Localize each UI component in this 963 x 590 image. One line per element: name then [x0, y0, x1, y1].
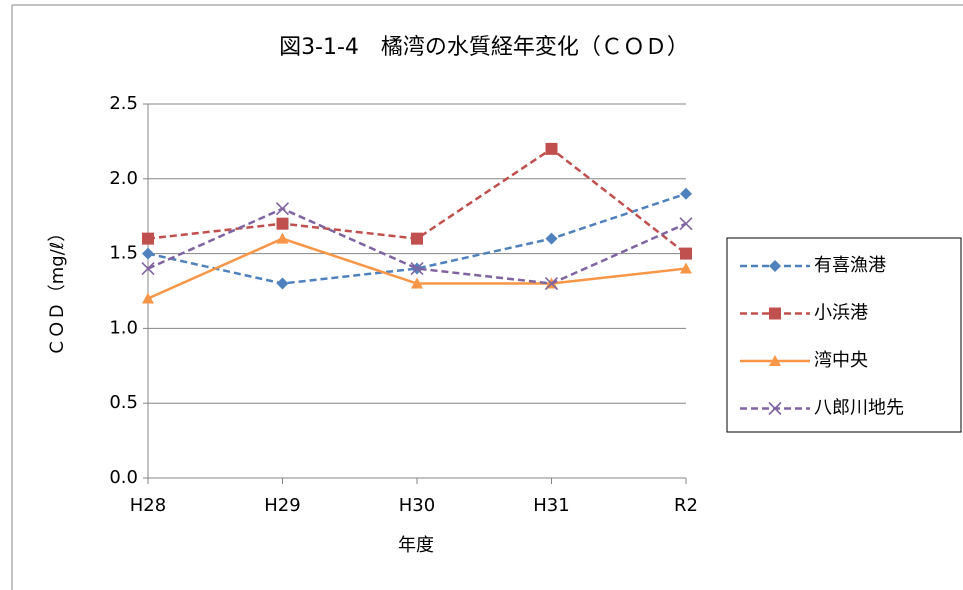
y-tick-label: 0.5 [109, 392, 138, 413]
x-tick-label: H30 [399, 495, 435, 516]
data-point [679, 217, 693, 231]
data-point [411, 277, 423, 289]
data-point [680, 247, 692, 260]
legend-marker [769, 307, 781, 320]
data-point [142, 232, 154, 245]
data-point [141, 261, 155, 276]
legend-marker [769, 260, 781, 272]
data-point [544, 276, 559, 291]
data-point [410, 261, 424, 276]
x-axis-label: 年度 [398, 535, 434, 556]
y-tick-label: 2.5 [109, 93, 138, 114]
legend [726, 237, 962, 433]
legend-label: 湾中央 [814, 350, 868, 371]
data-point [275, 202, 290, 216]
y-tick-label: 0.0 [109, 467, 138, 488]
legend-label: 小浜港 [814, 303, 868, 324]
data-point [680, 187, 692, 200]
series-line [147, 207, 687, 285]
data-point [276, 277, 289, 290]
y-tick-label: 1.0 [109, 317, 138, 338]
data-point [142, 247, 154, 260]
y-axis-label: ＣＯＤ（mg/ℓ） [47, 224, 68, 356]
legend-label: 有喜漁港 [814, 255, 886, 276]
y-tick-label: 2.0 [109, 168, 138, 189]
data-point [276, 232, 289, 244]
x-tick-label: R2 [674, 495, 698, 516]
data-point [545, 232, 558, 245]
x-tick-label: H28 [130, 495, 166, 516]
y-tick-label: 1.5 [109, 243, 138, 264]
legend-label: 八郎川地先 [814, 398, 904, 419]
x-tick-label: H29 [264, 495, 300, 516]
data-point [142, 292, 154, 304]
x-tick-label: H31 [533, 495, 569, 516]
data-point [276, 217, 289, 230]
legend-marker [768, 401, 782, 416]
data-point [680, 262, 692, 274]
data-point [411, 232, 423, 245]
legend-marker [769, 355, 781, 366]
data-point [545, 142, 558, 155]
series-line [147, 192, 687, 285]
chart-title: 図3-1-4 橘湾の水質経年変化（ＣＯＤ） [279, 35, 689, 60]
